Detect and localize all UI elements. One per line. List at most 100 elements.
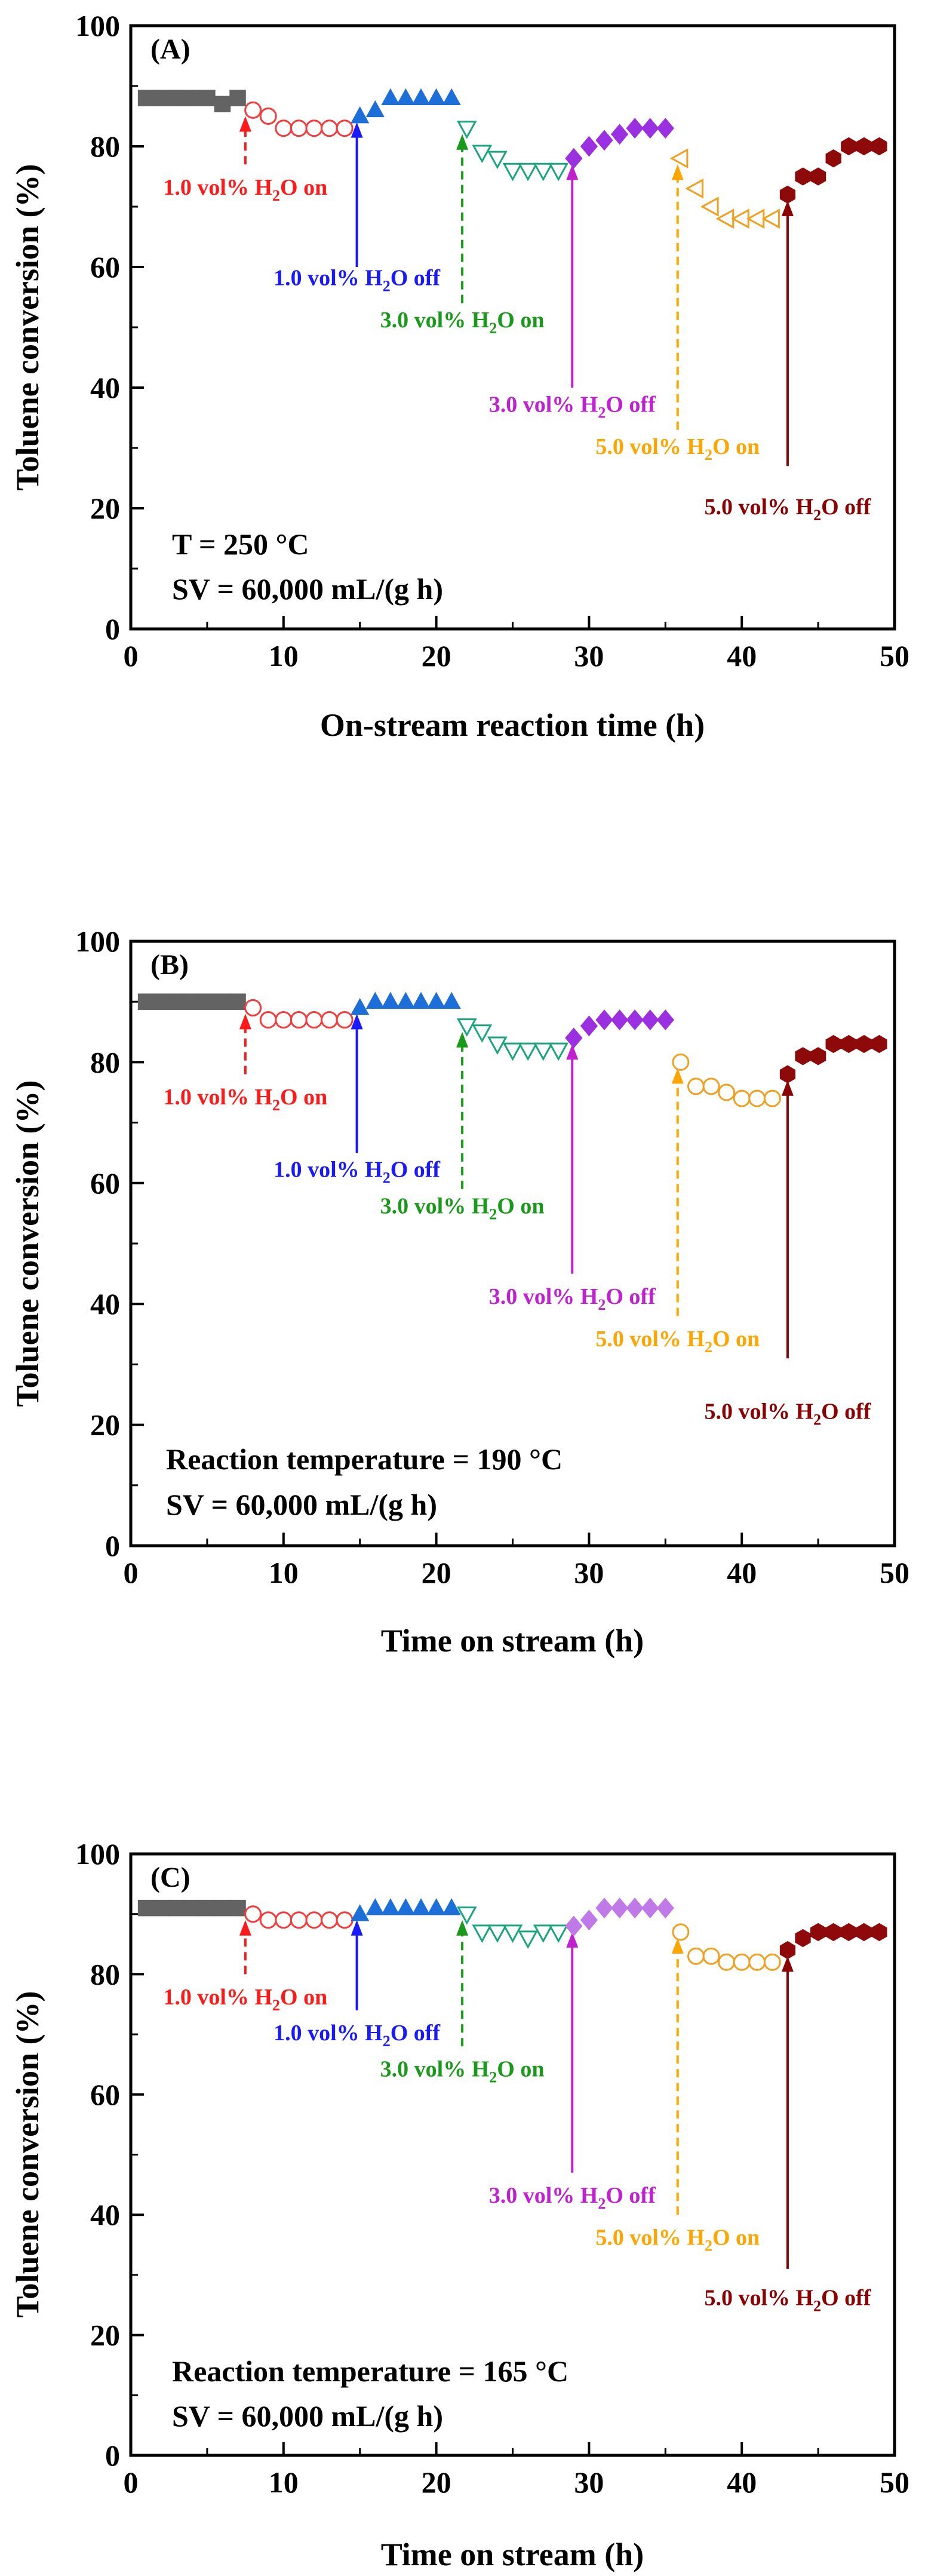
data-point xyxy=(748,1089,766,1107)
data-point xyxy=(565,1027,583,1049)
data-point xyxy=(275,1011,293,1029)
arrows-layer: 1.0 vol% H2O on 1.0 vol% H2O off 3.0 vol% … xyxy=(163,1920,872,2314)
data-point xyxy=(841,1923,857,1942)
annotation-label: 3.0 vol% H2O off xyxy=(489,1284,656,1313)
data-point xyxy=(502,1042,523,1061)
data-point xyxy=(580,136,598,157)
data-point xyxy=(214,96,231,113)
y-tick-label: 40 xyxy=(90,2198,120,2231)
data-point xyxy=(610,1009,629,1030)
data-point xyxy=(610,124,629,145)
data-point xyxy=(199,993,216,1010)
x-tick-label: 0 xyxy=(124,639,139,673)
annotation-arrow-head xyxy=(781,1080,794,1096)
annotation-arrow-head xyxy=(781,1956,794,1972)
data-point xyxy=(487,1924,508,1943)
y-tick-label: 0 xyxy=(105,612,120,646)
data-point xyxy=(275,119,293,137)
annotation-label: 3.0 vol% H2O off xyxy=(489,2183,656,2212)
data-point xyxy=(533,1042,554,1061)
y-tick-label: 0 xyxy=(105,1529,120,1562)
panel-a: 0 10 20 30 40 50 0 20 40 60 80 100 1.0 vol% H2O on… xyxy=(10,9,909,743)
data-point xyxy=(595,1009,613,1030)
annotation-label: 5.0 vol% H2O on xyxy=(595,2225,760,2255)
data-point xyxy=(548,1042,569,1061)
x-tick-label: 20 xyxy=(422,639,451,673)
markers-layer xyxy=(137,88,887,229)
data-point xyxy=(502,162,523,182)
panel-c: 0 10 20 30 40 50 0 20 40 60 80 100 1.0 vol% H2O on… xyxy=(10,1837,909,2572)
data-point xyxy=(718,1083,736,1101)
data-point xyxy=(595,130,613,151)
data-point xyxy=(825,1034,841,1054)
data-point xyxy=(365,991,385,1009)
data-point xyxy=(779,1065,796,1083)
data-point xyxy=(456,121,477,139)
data-point xyxy=(229,1899,246,1917)
condition-line-2: SV = 60,000 mL/(g h) xyxy=(166,1488,437,1521)
markers-layer xyxy=(137,1898,887,1971)
x-tick-label: 40 xyxy=(727,2466,757,2499)
data-point xyxy=(153,90,170,106)
data-point xyxy=(290,1011,308,1029)
annotation-label: 5.0 vol% H2O on xyxy=(595,434,760,463)
data-point xyxy=(137,993,155,1010)
data-point xyxy=(841,1034,857,1054)
data-point xyxy=(626,118,644,139)
x-tick-label: 40 xyxy=(727,1556,757,1589)
data-point xyxy=(411,1898,431,1915)
data-point xyxy=(795,1929,811,1948)
data-point xyxy=(595,1898,613,1919)
text-layer: (A) T = 250 °C SV = 60,000 mL/(g h) On-s… xyxy=(10,33,705,743)
data-point xyxy=(275,1911,293,1929)
x-axis: 0 10 20 30 40 50 xyxy=(124,616,909,673)
annotation-arrow-head xyxy=(351,122,363,138)
data-point xyxy=(183,90,201,106)
data-point xyxy=(456,1018,477,1037)
y-axis: 0 20 40 60 80 100 xyxy=(75,1837,144,2472)
annotation-arrow-head xyxy=(671,164,684,180)
data-point xyxy=(672,1923,690,1941)
y-tick-label: 60 xyxy=(90,2078,120,2111)
y-tick-label: 80 xyxy=(90,1045,120,1079)
data-point xyxy=(290,119,308,137)
annotation-arrow-head xyxy=(456,1031,469,1048)
data-point xyxy=(871,1923,887,1942)
data-point xyxy=(229,993,246,1010)
data-point xyxy=(548,162,569,182)
data-point xyxy=(305,1911,323,1929)
annotation-label: 1.0 vol% H2O on xyxy=(163,1085,327,1114)
panel-label: (A) xyxy=(150,33,190,65)
data-point xyxy=(763,1089,781,1107)
data-point xyxy=(702,1947,720,1965)
data-point xyxy=(733,1953,751,1971)
data-point xyxy=(795,1047,811,1066)
condition-line-1: Reaction temperature = 165 °C xyxy=(172,2354,568,2388)
panel-b: 0 10 20 30 40 50 0 20 40 60 80 100 1.0 vol% H2O on… xyxy=(10,925,909,1659)
data-point xyxy=(168,1899,185,1917)
y-tick-label: 80 xyxy=(90,130,120,163)
panel-label: (B) xyxy=(150,949,189,981)
data-point xyxy=(321,119,339,137)
data-point xyxy=(656,118,674,139)
data-point xyxy=(442,991,461,1009)
y-axis-title: Toluene conversion (%) xyxy=(10,1080,45,1407)
data-point xyxy=(229,90,246,106)
annotation-arrow-head xyxy=(351,1920,363,1936)
annotation-label: 1.0 vol% H2O on xyxy=(163,175,327,204)
data-point xyxy=(731,208,749,229)
data-point xyxy=(153,993,170,1010)
annotation-label: 1.0 vol% H2O off xyxy=(273,265,441,294)
data-point xyxy=(365,1898,385,1915)
x-tick-label: 50 xyxy=(880,1556,909,1589)
y-tick-label: 80 xyxy=(90,1957,120,1991)
data-point xyxy=(825,149,841,168)
data-point xyxy=(733,1089,751,1107)
arrows-layer: 1.0 vol% H2O on 1.0 vol% H2O off 3.0 vol% … xyxy=(163,1014,872,1428)
data-point xyxy=(502,1924,523,1943)
data-point xyxy=(641,1898,659,1919)
data-point xyxy=(748,1953,766,1971)
annotation-label: 5.0 vol% H2O off xyxy=(704,495,871,524)
data-point xyxy=(565,148,583,169)
